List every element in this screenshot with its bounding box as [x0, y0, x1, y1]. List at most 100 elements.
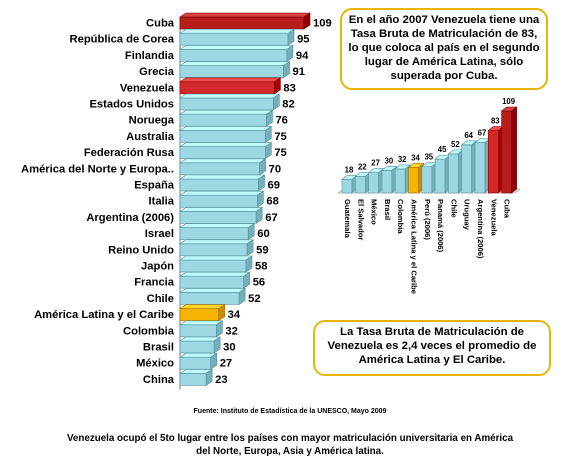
- v-bar-front-peru-2006: [421, 166, 433, 194]
- v-value-label-el-salvador: 22: [358, 162, 367, 171]
- h-category-label-francia: Francia: [134, 277, 175, 289]
- h-bar-side-brasil: [213, 336, 221, 354]
- h-bar-side-francia: [243, 271, 251, 289]
- v-bar-front-mexico: [368, 172, 379, 194]
- v-category-label-panama-2006: Panamá (2006): [436, 199, 445, 253]
- h-bar-japon: [179, 255, 253, 273]
- v-bar-peru-2006: [420, 162, 438, 194]
- h-bar-australia: [179, 125, 273, 143]
- h-bar-side-reino-unido: [246, 239, 254, 257]
- h-bar-italia: [179, 190, 265, 208]
- v-bar-guatemala: [341, 174, 358, 194]
- h-category-label-grecia: Grecia: [139, 66, 175, 78]
- v-bar-venezuela: [487, 125, 505, 194]
- v-bar-front-america-latina-y-el-caribe: [408, 167, 419, 194]
- h-bar-side-israel: [247, 223, 255, 241]
- v-bar-front-uruguay: [461, 144, 473, 194]
- h-bar-francia: [179, 271, 251, 289]
- h-bar-side-mexico: [210, 352, 218, 370]
- h-bar-side-grecia: [283, 61, 290, 79]
- v-category-label-brasil: Brasil: [383, 199, 392, 220]
- v-bar-argentina-2006: [474, 137, 491, 194]
- h-bar-side-finlandia: [286, 44, 294, 62]
- v-bar-america-latina-y-el-caribe: [407, 162, 425, 194]
- v-bar-cuba: [500, 106, 518, 194]
- v-value-label-peru-2006: 35: [424, 153, 433, 162]
- h-bar-side-japon: [245, 255, 253, 273]
- v-value-label-argentina-2006: 67: [478, 129, 487, 138]
- v-category-label-peru-2006: Perú (2006): [423, 199, 432, 240]
- v-value-label-chile: 52: [451, 140, 460, 149]
- h-value-label-china: 23: [215, 374, 227, 386]
- h-category-label-colombia: Colombia: [123, 325, 175, 337]
- h-value-label-estados-unidos: 82: [282, 99, 294, 111]
- v-category-label-el-salvador: El Salvador: [356, 199, 365, 240]
- v-value-label-panama-2006: 45: [438, 145, 447, 154]
- h-category-label-israel: Israel: [145, 228, 174, 240]
- h-bar-side-republica-de-corea: [287, 28, 295, 46]
- h-category-label-japon: Japón: [141, 261, 174, 273]
- h-value-label-reino-unido: 59: [256, 244, 268, 256]
- v-value-label-cuba: 109: [502, 97, 516, 106]
- h-category-label-italia: Italia: [149, 196, 175, 208]
- h-value-label-venezuela: 83: [283, 82, 295, 94]
- h-bar-chile: [179, 287, 247, 305]
- v-value-label-america-latina-y-el-caribe: 34: [411, 153, 420, 162]
- v-bar-front-colombia: [394, 168, 406, 194]
- h-value-label-mexico: 27: [220, 358, 232, 370]
- v-category-label-cuba: Cuba: [503, 199, 512, 219]
- v-category-label-colombia: Colombia: [396, 199, 405, 234]
- h-category-label-america-latina-y-el-caribe: América Latina y el Caribe: [34, 309, 174, 321]
- h-category-label-argentina-2006: Argentina (2006): [86, 212, 174, 224]
- v-category-label-guatemala: Guatemala: [343, 199, 352, 239]
- h-bar-side-cuba: [303, 12, 311, 30]
- h-value-label-japon: 58: [255, 261, 267, 273]
- h-bar-china: [179, 368, 214, 386]
- h-bar-side-italia: [257, 190, 264, 208]
- h-bar-side-chile: [238, 287, 246, 305]
- h-category-label-brasil: Brasil: [143, 342, 174, 354]
- h-bar-cuba: [179, 12, 311, 30]
- v-bar-front-el-salvador: [354, 176, 366, 194]
- v-bar-chile: [447, 149, 465, 194]
- v-category-label-argentina-2006: Argentina (2006): [476, 199, 485, 259]
- source-note: Fuente: Instituto de Estadística de la U…: [193, 408, 387, 415]
- h-value-label-australia: 75: [274, 131, 286, 143]
- v-bar-front-venezuela: [487, 130, 499, 194]
- h-value-label-grecia: 91: [293, 66, 305, 78]
- v-category-label-chile: Chile: [449, 199, 458, 218]
- h-bar-noruega: [179, 109, 274, 127]
- h-value-label-noruega: 76: [275, 115, 287, 127]
- v-value-label-brasil: 30: [385, 156, 394, 165]
- v-value-label-mexico: 27: [371, 159, 380, 168]
- v-value-label-guatemala: 18: [345, 165, 354, 174]
- h-category-label-federacion-rusa: Federación Rusa: [84, 147, 175, 159]
- h-bar-grecia: [179, 61, 291, 79]
- v-value-label-venezuela: 83: [491, 117, 500, 126]
- h-value-label-italia: 68: [266, 196, 278, 208]
- h-bar-side-argentina-2006: [255, 206, 263, 224]
- v-category-label-uruguay: Uruguay: [463, 199, 472, 231]
- h-bar-side-federacion-rusa: [265, 142, 272, 160]
- h-value-label-cuba: 109: [313, 18, 332, 30]
- h-category-label-finlandia: Finlandia: [125, 50, 175, 62]
- h-bar-side-venezuela: [274, 77, 281, 95]
- callout-venezuela-ratio: La Tasa Bruta de Matriculación de Venezu…: [313, 320, 551, 376]
- v-bar-brasil: [381, 165, 398, 194]
- v-bar-panama-2006: [434, 154, 451, 194]
- v-category-label-venezuela: Venezuela: [489, 199, 498, 236]
- v-category-label-america-latina-y-el-caribe: América Latina y el Caribe: [410, 199, 419, 294]
- h-value-label-argentina-2006: 67: [265, 212, 277, 224]
- h-category-label-cuba: Cuba: [146, 18, 175, 30]
- v-bar-uruguay: [460, 140, 478, 194]
- h-bar-finlandia: [179, 44, 294, 62]
- v-bar-front-panama-2006: [434, 158, 446, 194]
- h-category-label-noruega: Noruega: [129, 115, 175, 127]
- v-bar-colombia: [394, 164, 412, 194]
- h-bar-reino-unido: [179, 239, 255, 257]
- h-bar-estados-unidos: [179, 93, 281, 111]
- h-bar-colombia: [179, 320, 224, 338]
- h-bar-side-noruega: [266, 109, 273, 127]
- h-value-label-chile: 52: [248, 293, 260, 305]
- h-category-label-espana: España: [134, 180, 175, 192]
